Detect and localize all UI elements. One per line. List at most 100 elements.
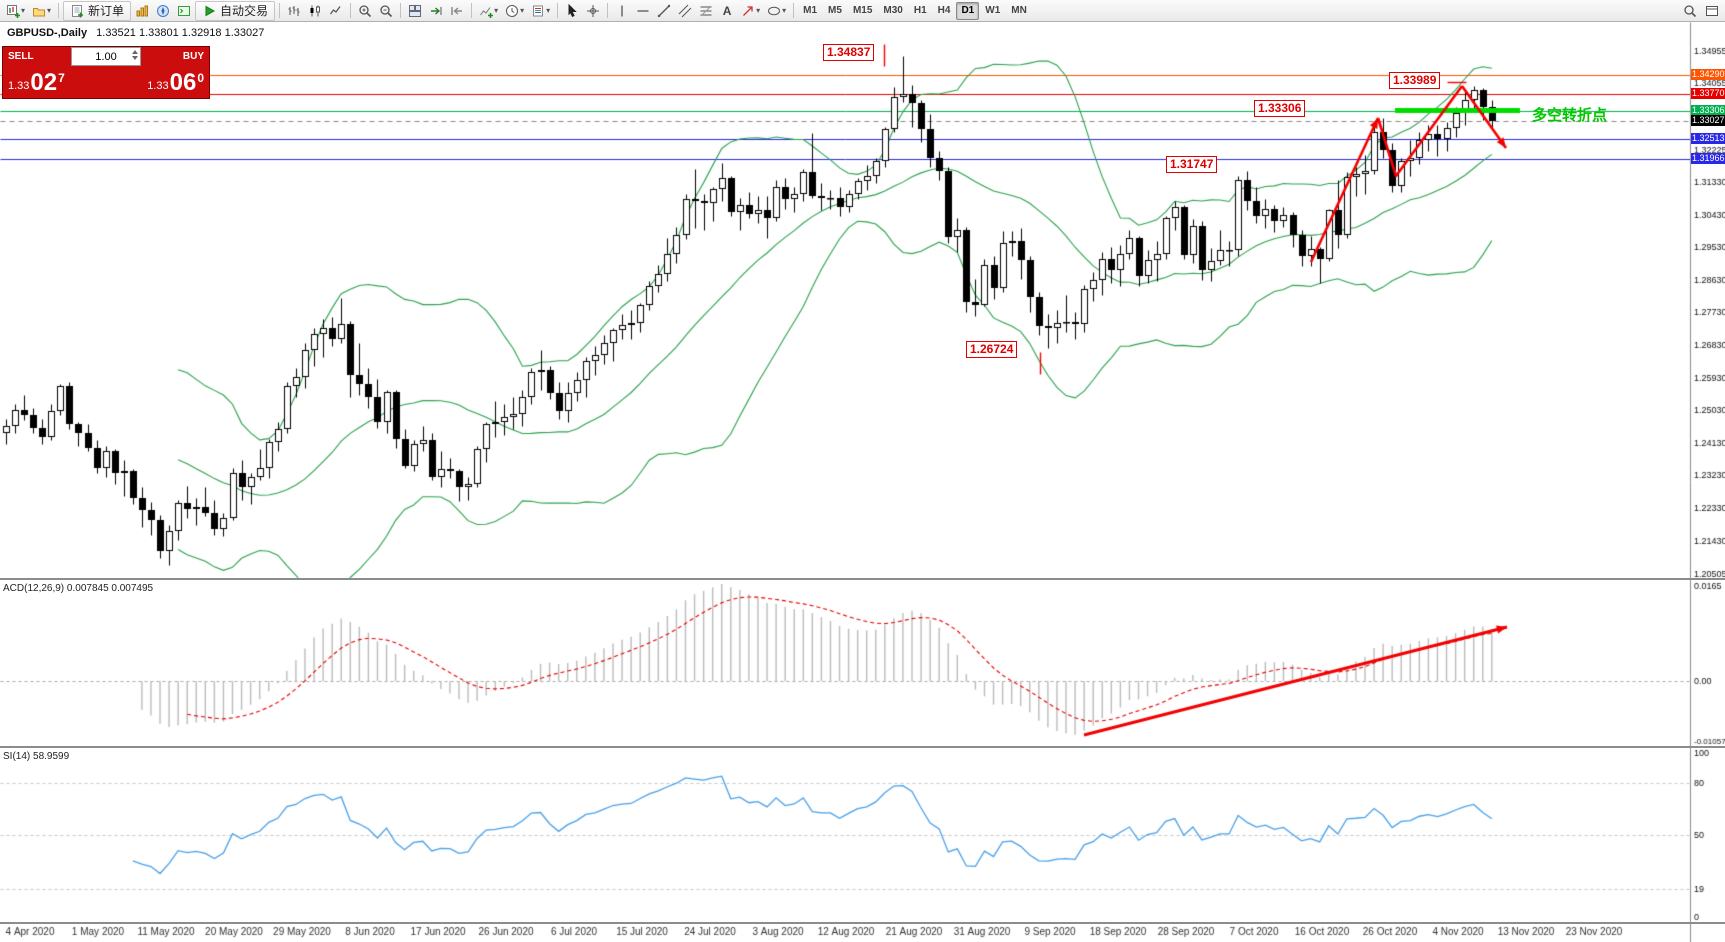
one-click-trading-panel: SELL 1.00 BUY 1.33 02 7 1.33 06 0 — [2, 46, 210, 99]
tf-m30-button[interactable]: M30 — [883, 4, 903, 16]
zoom-in-button[interactable] — [355, 1, 375, 21]
price-callout[interactable]: 1.34837 — [823, 44, 875, 61]
new-order-icon — [72, 4, 84, 17]
buy-price[interactable]: 1.33 06 0 — [147, 66, 204, 98]
price-tag: 1.34290 — [1691, 68, 1725, 80]
templates-icon — [533, 5, 544, 16]
tf-w1-button[interactable]: W1 — [985, 4, 1001, 16]
buy-price-point: 0 — [197, 71, 204, 85]
market-watch-icon — [136, 5, 149, 16]
zoom-in-icon — [359, 4, 372, 17]
tf-m1-button[interactable]: M1 — [803, 4, 818, 16]
volume-input[interactable]: 1.00 — [71, 47, 141, 66]
price-tag: 1.32513 — [1691, 133, 1725, 145]
periods-button[interactable]: ▾ — [502, 1, 527, 21]
chart-candles-button[interactable] — [305, 1, 325, 21]
turning-point-note[interactable]: 多空转折点 — [1532, 107, 1608, 124]
auto-trading-button[interactable]: 自动交易 — [195, 0, 276, 21]
text-button[interactable]: A — [717, 1, 737, 21]
chart-shift-button[interactable] — [447, 1, 467, 21]
search-icon — [1684, 4, 1697, 17]
layout-icon — [1706, 5, 1718, 16]
price-callout[interactable]: 1.31747 — [1166, 156, 1218, 173]
price-callout[interactable]: 1.26724 — [966, 341, 1018, 358]
toolbar-separator — [607, 3, 609, 18]
chevron-down-icon: ▾ — [520, 6, 525, 15]
toolbar-separator — [400, 3, 402, 18]
crosshair-button[interactable] — [583, 1, 603, 21]
tf-m5-button[interactable]: M5 — [828, 4, 842, 16]
pane-separator[interactable] — [0, 922, 1725, 924]
volume-up-icon[interactable] — [132, 50, 138, 54]
channel-button[interactable] — [675, 1, 695, 21]
indicators-button[interactable]: ▾ — [476, 1, 501, 21]
toolbar-separator — [793, 3, 795, 18]
pane-separator[interactable] — [0, 746, 1725, 748]
pane-separator[interactable] — [0, 578, 1725, 580]
new-order-button[interactable]: 新订单 — [63, 0, 132, 21]
chart-line-button[interactable] — [326, 1, 346, 21]
chevron-down-icon: ▾ — [47, 6, 52, 15]
sell-price-pips: 02 — [30, 69, 58, 96]
zoom-out-button[interactable] — [376, 1, 396, 21]
chart-bars-button[interactable] — [284, 1, 304, 21]
navigator-compass-icon — [157, 4, 170, 17]
auto-scroll-icon — [431, 6, 442, 15]
tf-h1-button[interactable]: H1 — [913, 4, 927, 16]
sell-button[interactable]: SELL — [8, 51, 34, 62]
fibonacci-icon — [700, 5, 712, 16]
arrow-tool-button[interactable]: ▾ — [738, 1, 763, 21]
symbol-period-label: GBPUSD-,Daily — [7, 27, 88, 39]
price-tag: 1.33770 — [1691, 87, 1725, 99]
price-tag: 1.33306 — [1691, 104, 1725, 116]
chevron-down-icon: ▾ — [782, 6, 787, 15]
chevron-down-icon: ▾ — [546, 6, 551, 15]
tf-d1-button[interactable]: D1 — [956, 1, 980, 20]
buy-price-base: 1.33 — [147, 80, 169, 92]
crosshair-icon — [587, 4, 600, 17]
shapes-ellipse-icon — [768, 6, 781, 15]
layout-button[interactable] — [1702, 1, 1722, 21]
tf-mn-button[interactable]: MN — [1011, 4, 1027, 16]
volume-spinner — [132, 50, 138, 60]
volume-down-icon[interactable] — [132, 56, 138, 60]
trendline-button[interactable] — [654, 1, 674, 21]
profiles-button[interactable]: ▾ — [29, 1, 54, 21]
market-watch-button[interactable] — [132, 1, 152, 21]
templates-button[interactable]: ▾ — [528, 1, 553, 21]
buy-price-pips: 06 — [169, 69, 197, 96]
chevron-down-icon: ▾ — [756, 6, 761, 15]
price-callout[interactable]: 1.33989 — [1389, 72, 1441, 89]
shapes-button[interactable]: ▾ — [764, 1, 789, 21]
terminal-button[interactable] — [174, 1, 194, 21]
text-tool-icon: A — [722, 3, 732, 18]
fibonacci-button[interactable] — [696, 1, 716, 21]
horizontal-line-button[interactable] — [633, 1, 653, 21]
sell-price[interactable]: 1.33 02 7 — [8, 66, 65, 98]
tf-m15-button[interactable]: M15 — [852, 4, 873, 16]
tile-windows-button[interactable] — [405, 1, 425, 21]
arrow-tool-icon — [743, 5, 753, 16]
navigator-button[interactable] — [153, 1, 173, 21]
tf-h4-button[interactable]: H4 — [937, 4, 951, 16]
zoom-out-icon — [380, 4, 393, 17]
cursor-button[interactable] — [562, 1, 582, 21]
chevron-down-icon: ▾ — [21, 6, 26, 15]
ohlc-values: 1.33521 1.33801 1.32918 1.33027 — [96, 27, 265, 39]
cursor-icon — [568, 3, 577, 17]
horizontal-line-icon — [637, 9, 649, 12]
rsi-label: SI(14) 58.9599 — [3, 751, 70, 762]
toolbar: ▾ ▾ 新订单 自动交易 — [0, 0, 1725, 22]
chart-canvas[interactable] — [0, 22, 1725, 942]
price-callout[interactable]: 1.33306 — [1254, 100, 1306, 117]
buy-button[interactable]: BUY — [182, 51, 204, 62]
chevron-down-icon: ▾ — [494, 6, 499, 15]
auto-scroll-button[interactable] — [426, 1, 446, 21]
tile-windows-icon — [409, 4, 422, 17]
vertical-line-button[interactable] — [612, 1, 632, 21]
new-chart-icon — [7, 4, 20, 18]
new-chart-button[interactable]: ▾ — [3, 1, 28, 21]
search-button[interactable] — [1680, 1, 1700, 21]
